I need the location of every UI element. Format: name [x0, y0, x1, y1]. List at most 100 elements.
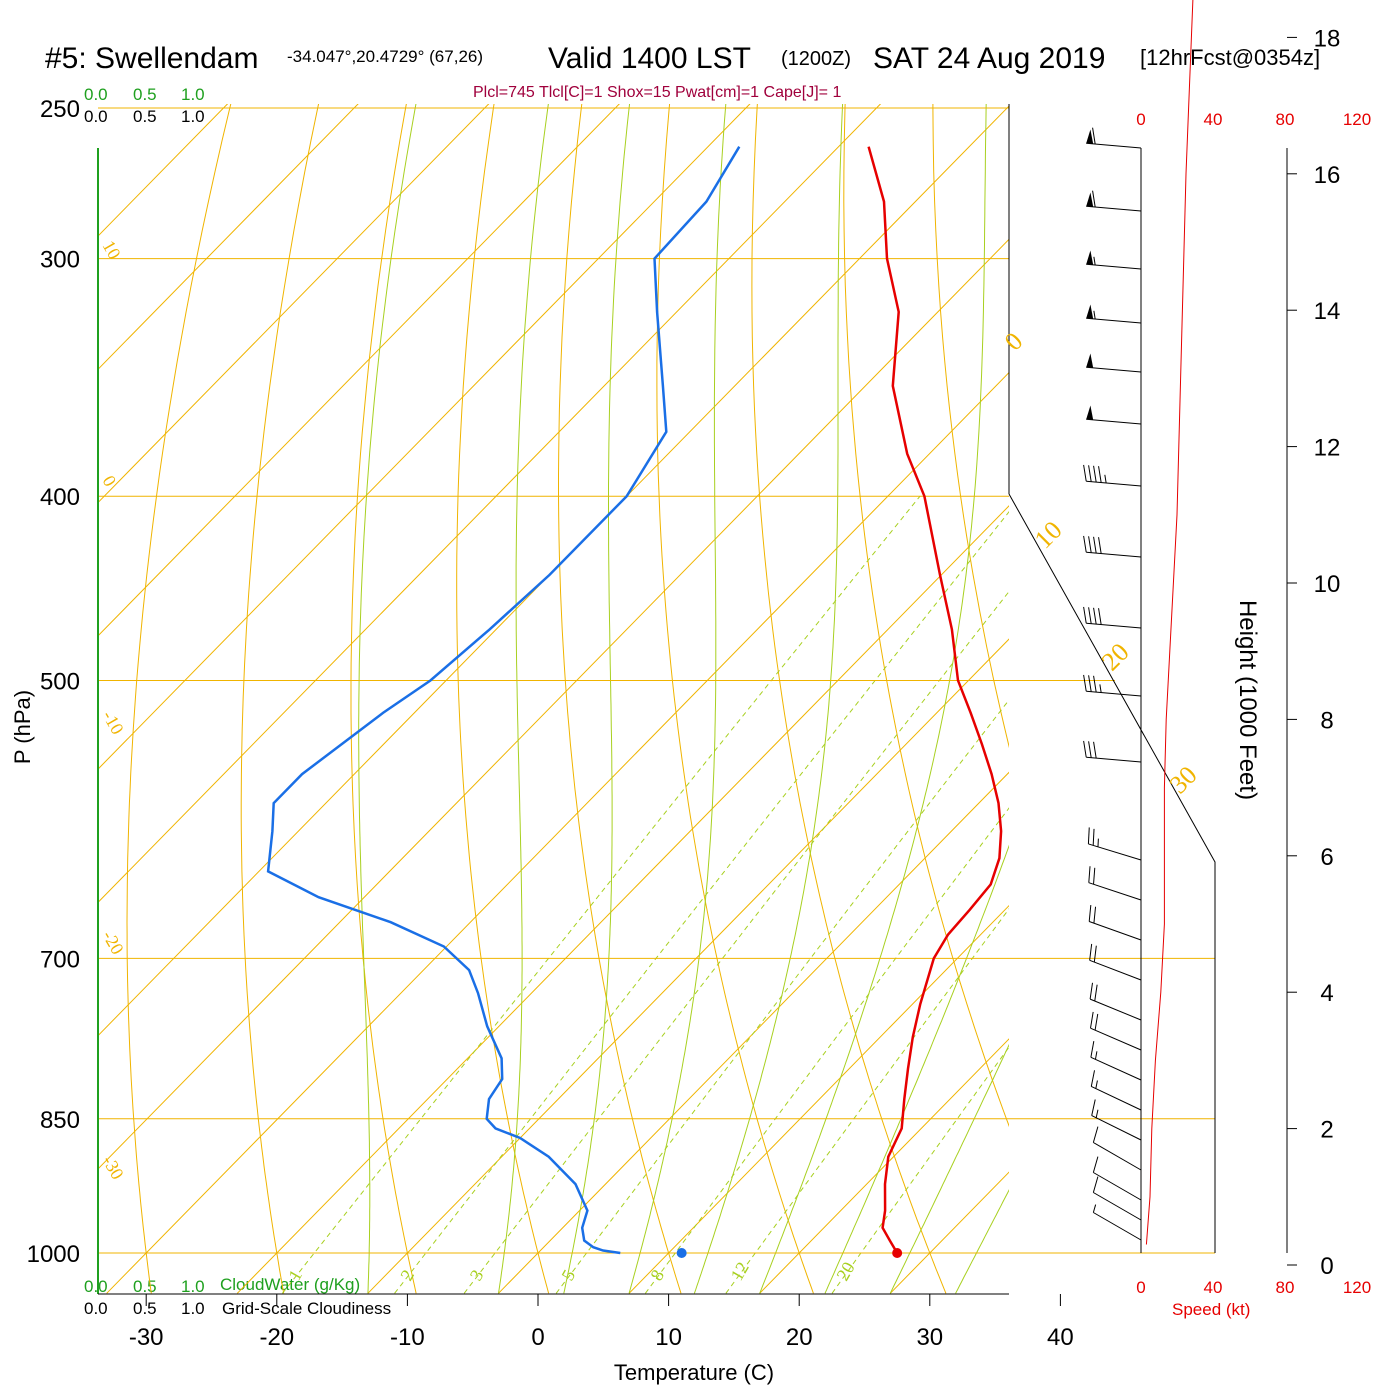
wind-barb — [1083, 674, 1142, 697]
barb-full — [1089, 943, 1093, 961]
forecast-info: [12hrFcst@0354z] — [1140, 45, 1320, 70]
barb-staff — [1086, 480, 1142, 487]
isotherm-grid — [98, 104, 1009, 1294]
wind-barb — [1086, 405, 1142, 425]
cloudiness-tick-top: 0.5 — [133, 107, 157, 126]
isotherm-label-right: 0 — [999, 327, 1029, 357]
speed-tick-bottom: 80 — [1276, 1278, 1295, 1297]
barb-staff — [1089, 959, 1142, 981]
dry-adiabat-line — [751, 104, 947, 1294]
speed-tick-top: 0 — [1136, 110, 1145, 129]
barb-staff — [1086, 418, 1142, 425]
barb-full — [1088, 536, 1092, 553]
barb-full — [1093, 536, 1097, 554]
barb-staff — [1086, 205, 1142, 212]
cloudiness-tick-top: 0.0 — [84, 107, 108, 126]
stability-indices: Plcl=745 Tlcl[C]=1 Shox=15 Pwat[cm]=1 Ca… — [473, 84, 841, 101]
barb-staff — [1090, 1056, 1142, 1081]
isotherm-line — [498, 771, 1009, 1294]
utc-time: (1200Z) — [781, 48, 851, 70]
height-tick-label: 18 — [1314, 25, 1341, 52]
barb-flag — [1086, 192, 1094, 207]
barb-staff — [1086, 622, 1142, 629]
isotherm-line — [98, 105, 1009, 1037]
speed-tick-bottom: 40 — [1204, 1278, 1223, 1297]
wind-barb — [1087, 827, 1142, 861]
speed-tick-top: 120 — [1343, 110, 1371, 129]
pressure-tick-label: 250 — [40, 96, 80, 123]
x-tick-label: -10 — [390, 1324, 425, 1351]
barb-full — [1088, 465, 1092, 482]
wind-barb — [1090, 1041, 1142, 1081]
barb-full — [1088, 866, 1091, 883]
barb-full — [1089, 982, 1094, 1000]
wind-speed-line — [1145, 0, 1194, 1245]
barb-staff — [1093, 1142, 1142, 1171]
mixing-ratio-label: 3 — [466, 1266, 488, 1284]
barb-full — [1088, 741, 1092, 758]
barb-full — [1093, 607, 1097, 625]
valid-date: SAT 24 Aug 2019 — [873, 42, 1105, 75]
wind-barb — [1086, 190, 1142, 212]
x-axis-title: Temperature (C) — [614, 1360, 774, 1385]
wind-barb — [1090, 1011, 1142, 1051]
isotherm-line — [98, 238, 1009, 1170]
barb-full — [1083, 674, 1087, 692]
cloudwater-tick-top: 0.5 — [133, 85, 157, 104]
dry-adiabat-line — [1020, 74, 1343, 1293]
mixing-ratio-label: 5 — [557, 1266, 579, 1284]
barb-staff — [1086, 690, 1142, 697]
barb-half — [1104, 474, 1107, 484]
x-tick-label: 20 — [786, 1324, 813, 1351]
wind-barb — [1086, 353, 1142, 373]
wind-barb — [1092, 1204, 1142, 1241]
dry-adiabat-line — [558, 104, 682, 1294]
mixing-ratio-label: 2 — [396, 1266, 418, 1284]
speed-axis-label: Speed (kt) — [1172, 1300, 1250, 1319]
barb-full — [1092, 828, 1095, 846]
barb-full — [1092, 1156, 1099, 1173]
barb-full — [1092, 127, 1096, 145]
moist-adiabat-line — [1021, 74, 1400, 1293]
pressure-tick-label: 300 — [40, 247, 80, 274]
temperature-tick-labels: -30 -20 -10 0 10 20 30 40 — [129, 1294, 1074, 1351]
speed-tick-top: 80 — [1276, 110, 1295, 129]
temperature-line — [867, 146, 1003, 1254]
cloudiness-tick-top: 1.0 — [181, 107, 205, 126]
pressure-tick-label: 850 — [40, 1107, 80, 1134]
dry-adiabat-grid — [126, 74, 1343, 1294]
x-tick-label: -30 — [129, 1324, 164, 1351]
barb-full — [1083, 464, 1087, 482]
barb-staff — [1086, 551, 1142, 558]
barb-full — [1088, 675, 1092, 692]
dry-adiabat-line — [456, 104, 550, 1294]
speed-tick-bottom: 0 — [1136, 1278, 1145, 1297]
cloudiness-label: Grid-Scale Cloudiness — [222, 1299, 391, 1318]
isotherm-line — [98, 104, 359, 371]
isotherm-line — [236, 505, 1009, 1294]
sounding-data — [266, 0, 1194, 1258]
wind-barb — [1083, 606, 1142, 629]
barb-staff — [1086, 366, 1142, 373]
cloudwater-tick-bottom: 0.5 — [133, 1277, 157, 1296]
height-tick-label: 12 — [1314, 435, 1341, 462]
wind-barbs — [1083, 127, 1142, 1241]
barb-full — [1094, 984, 1098, 1002]
dry-adiabat-line — [126, 104, 232, 1294]
moist-adiabat-line — [889, 1043, 1009, 1294]
isotherm-line — [98, 104, 229, 237]
barb-full — [1092, 1126, 1099, 1143]
barb-full — [1094, 1013, 1099, 1031]
mixing-ratio-line — [463, 590, 1009, 1294]
moist-adiabat-line — [498, 104, 549, 1294]
wind-panel-boundary — [1008, 493, 1216, 1253]
cloudiness-tick-bottom: 0.0 — [84, 1299, 108, 1318]
height-tick-label: 10 — [1314, 571, 1341, 598]
barb-flag — [1086, 304, 1094, 319]
barb-full — [1098, 608, 1102, 625]
barb-staff — [1090, 1027, 1142, 1051]
wind-barb — [1091, 1099, 1142, 1141]
moist-adiabat-line — [693, 104, 844, 1294]
